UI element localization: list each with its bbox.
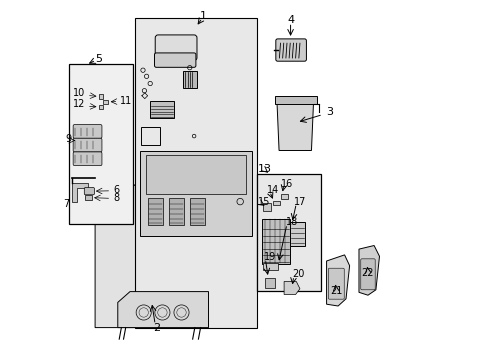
Bar — [257, 174, 321, 291]
FancyBboxPatch shape — [155, 35, 197, 60]
Text: 7: 7 — [63, 199, 69, 210]
Polygon shape — [276, 100, 313, 150]
FancyBboxPatch shape — [275, 39, 306, 61]
Polygon shape — [140, 151, 251, 236]
Bar — [99, 94, 103, 99]
Bar — [141, 127, 160, 145]
Bar — [274, 96, 317, 104]
Text: 8: 8 — [113, 193, 120, 203]
Bar — [148, 198, 163, 225]
Text: 3: 3 — [325, 107, 332, 117]
Polygon shape — [95, 182, 247, 328]
Text: 13: 13 — [258, 164, 272, 174]
Polygon shape — [118, 292, 208, 328]
Polygon shape — [284, 282, 299, 294]
Text: 17: 17 — [294, 197, 306, 207]
Polygon shape — [358, 246, 379, 295]
Text: 14: 14 — [266, 185, 279, 195]
Bar — [280, 194, 287, 199]
Bar — [262, 203, 270, 211]
Bar — [145, 155, 246, 194]
Text: 22: 22 — [361, 268, 373, 278]
Bar — [69, 64, 133, 224]
FancyBboxPatch shape — [328, 268, 344, 299]
Bar — [99, 105, 103, 109]
Text: 2: 2 — [153, 323, 160, 333]
Text: 11: 11 — [120, 96, 132, 106]
Text: 19: 19 — [263, 252, 275, 262]
Text: 12: 12 — [73, 99, 85, 109]
FancyBboxPatch shape — [360, 259, 374, 290]
Text: 5: 5 — [95, 54, 102, 64]
Text: 15: 15 — [257, 197, 269, 207]
Bar — [103, 100, 108, 104]
FancyBboxPatch shape — [154, 53, 196, 67]
Text: 4: 4 — [286, 15, 294, 25]
FancyBboxPatch shape — [84, 188, 94, 195]
Text: 16: 16 — [280, 179, 292, 189]
Bar — [134, 18, 257, 328]
Text: 6: 6 — [113, 185, 120, 195]
Polygon shape — [72, 183, 88, 202]
FancyBboxPatch shape — [73, 138, 102, 152]
Bar — [150, 101, 173, 118]
Bar — [183, 71, 197, 88]
Bar — [168, 198, 183, 225]
Text: 18: 18 — [285, 217, 298, 228]
Text: 20: 20 — [292, 269, 305, 279]
FancyBboxPatch shape — [73, 125, 102, 138]
FancyBboxPatch shape — [73, 152, 102, 166]
Bar — [189, 198, 204, 225]
Polygon shape — [326, 255, 349, 306]
Bar — [265, 278, 275, 288]
Text: 21: 21 — [329, 286, 342, 296]
Bar — [272, 201, 279, 205]
Text: 9: 9 — [65, 134, 72, 144]
Bar — [262, 263, 277, 270]
Bar — [85, 195, 92, 200]
Text: 10: 10 — [73, 88, 85, 98]
Polygon shape — [289, 222, 305, 246]
Text: 1: 1 — [199, 11, 206, 21]
Bar — [261, 219, 289, 264]
